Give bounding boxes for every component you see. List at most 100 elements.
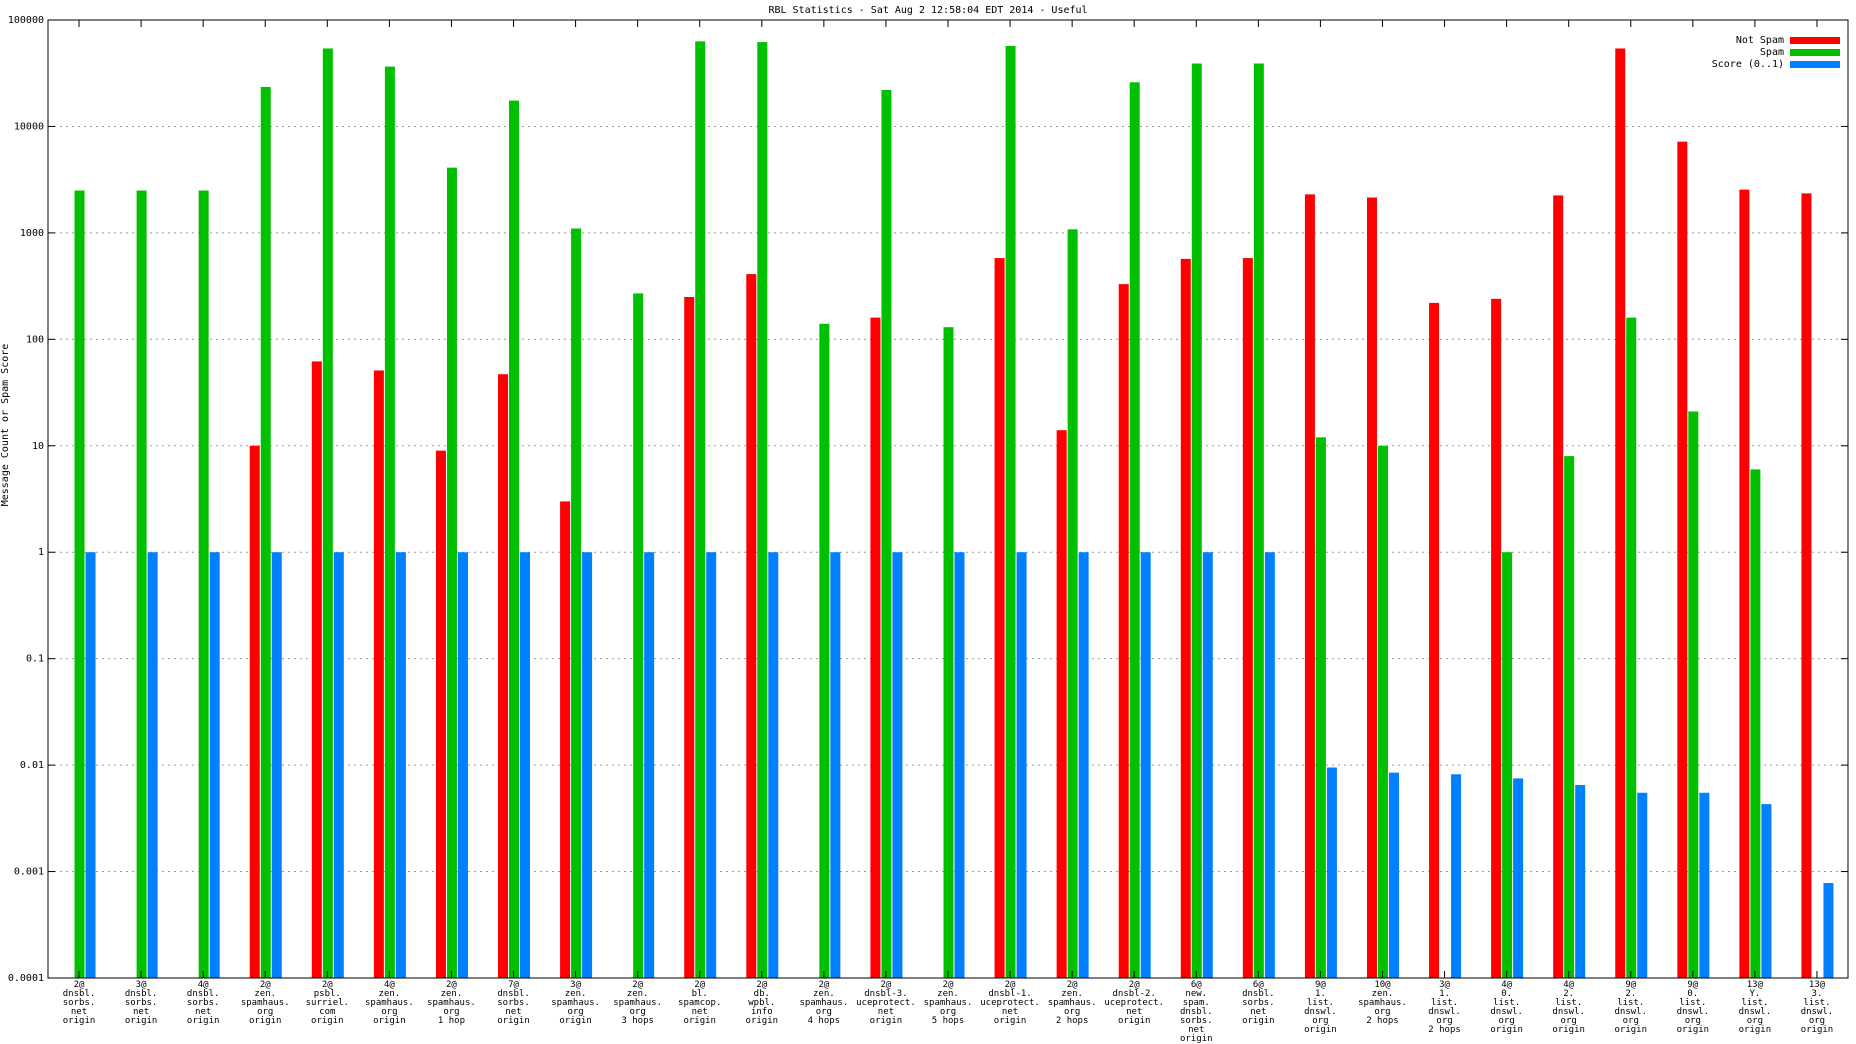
bar-not-spam bbox=[994, 258, 1005, 978]
x-category-label: 2@ dnsbl-2. uceprotect. net origin bbox=[1104, 980, 1164, 1026]
bar-spam bbox=[1253, 63, 1264, 978]
x-category-label: 2@ db. wpbl. info origin bbox=[746, 980, 779, 1026]
bar-score-0-1 bbox=[1823, 883, 1834, 978]
y-tick-label: 0.1 bbox=[26, 654, 44, 665]
bar-score-0-1 bbox=[644, 552, 655, 978]
bar-not-spam bbox=[435, 450, 446, 978]
x-category-label: 3@ 1. list. dnswl. org 2 hops bbox=[1428, 980, 1461, 1035]
bar-score-0-1 bbox=[1326, 767, 1337, 978]
x-category-label: 2@ zen. spamhaus. org 5 hops bbox=[924, 980, 973, 1026]
x-category-label: 4@ zen. spamhaus. org origin bbox=[365, 980, 414, 1026]
y-tick-label: 100000 bbox=[8, 15, 44, 26]
bar-score-0-1 bbox=[582, 552, 593, 978]
y-tick-label: 10000 bbox=[14, 121, 44, 132]
bar-not-spam bbox=[1801, 193, 1812, 979]
bar-spam bbox=[1005, 45, 1016, 978]
y-axis-label: Message Count or Spam Score bbox=[0, 344, 11, 507]
y-tick-label: 10 bbox=[32, 441, 44, 452]
x-category-label: 2@ dnsbl. sorbs. net origin bbox=[63, 980, 96, 1026]
bar-not-spam bbox=[1180, 258, 1191, 979]
bar-not-spam bbox=[1615, 48, 1626, 978]
bar-not-spam bbox=[684, 296, 695, 978]
bar-score-0-1 bbox=[830, 552, 841, 978]
y-axis-ticks: 0.0001 0.001 0.01 0.1 1 10 100 1000 10000 100000 bbox=[8, 15, 1848, 984]
bar-not-spam bbox=[746, 274, 757, 978]
bar-not-spam bbox=[1553, 195, 1564, 979]
bar-score-0-1 bbox=[1202, 552, 1213, 978]
bar-not-spam bbox=[870, 317, 881, 978]
y-tick-label: 0.0001 bbox=[8, 973, 44, 984]
bar-not-spam bbox=[1304, 194, 1315, 979]
x-category-label: 13@ 3. list. dnswl. org origin bbox=[1801, 980, 1834, 1035]
bar-spam bbox=[819, 323, 830, 978]
chart-title: RBL Statistics - Sat Aug 2 12:58:04 EDT … bbox=[768, 5, 1087, 16]
bar-not-spam bbox=[1366, 197, 1377, 978]
bar-score-0-1 bbox=[1761, 804, 1772, 978]
bar-spam bbox=[74, 190, 85, 978]
x-category-label: 3@ zen. spamhaus. org origin bbox=[551, 980, 600, 1026]
x-category-label: 4@ 2. list. dnswl. org origin bbox=[1552, 980, 1585, 1035]
bar-spam bbox=[1564, 456, 1575, 978]
x-category-label: 9@ 2. list. dnswl. org origin bbox=[1615, 980, 1648, 1035]
bar-spam bbox=[384, 66, 395, 978]
x-axis-categories: 2@ dnsbl. sorbs. net origin 3@ dnsbl. sorbs. net… bbox=[63, 20, 1833, 1044]
bar-score-0-1 bbox=[271, 552, 282, 978]
bar-spam bbox=[881, 89, 892, 978]
bar-score-0-1 bbox=[1699, 792, 1710, 978]
bar-not-spam bbox=[1242, 258, 1253, 978]
bar-spam bbox=[1315, 437, 1326, 978]
x-category-label: 9@ 0. list. dnswl. org origin bbox=[1677, 980, 1710, 1035]
x-category-label: 2@ dnsbl-1. uceprotect. net origin bbox=[980, 980, 1040, 1026]
bar-not-spam bbox=[1118, 284, 1129, 979]
bar-score-0-1 bbox=[1078, 552, 1089, 978]
bar-not-spam bbox=[1739, 189, 1750, 979]
bar-not-spam bbox=[373, 370, 384, 978]
bar-not-spam bbox=[1429, 302, 1440, 978]
y-tick-label: 100 bbox=[26, 334, 44, 345]
legend-label: Not Spam bbox=[1736, 35, 1784, 46]
bars bbox=[74, 41, 1834, 979]
bar-score-0-1 bbox=[706, 552, 717, 978]
bar-spam bbox=[1502, 552, 1513, 978]
bar-spam bbox=[1067, 229, 1078, 978]
bar-not-spam bbox=[311, 361, 322, 978]
bar-score-0-1 bbox=[520, 552, 531, 978]
bar-spam bbox=[633, 293, 644, 978]
bar-spam bbox=[260, 86, 271, 978]
bar-not-spam bbox=[560, 501, 571, 978]
bar-score-0-1 bbox=[333, 552, 344, 978]
bar-score-0-1 bbox=[892, 552, 903, 978]
legend-swatch bbox=[1790, 61, 1840, 68]
x-category-label: 4@ 0. list. dnswl. org origin bbox=[1490, 980, 1523, 1035]
bar-spam bbox=[757, 42, 768, 978]
bar-score-0-1 bbox=[209, 552, 220, 978]
legend-label: Spam bbox=[1760, 47, 1784, 58]
x-category-label: 2@ zen. spamhaus. org 1 hop bbox=[427, 980, 476, 1026]
bar-spam bbox=[1626, 317, 1637, 978]
x-category-label: 6@ dnsbl. sorbs. net origin bbox=[1242, 980, 1275, 1026]
x-category-label: 10@ zen. spamhaus. org 2 hops bbox=[1358, 980, 1407, 1026]
bar-not-spam bbox=[249, 445, 260, 978]
y-tick-label: 1000 bbox=[20, 228, 44, 239]
x-category-label: 2@ zen. spamhaus. org 3 hops bbox=[613, 980, 662, 1026]
x-category-label: 9@ 1. list. dnswl. org origin bbox=[1304, 980, 1337, 1035]
bar-spam bbox=[695, 41, 706, 979]
bar-score-0-1 bbox=[1451, 774, 1462, 978]
bar-spam bbox=[136, 190, 147, 978]
bar-spam bbox=[1688, 411, 1699, 978]
bar-score-0-1 bbox=[147, 552, 158, 978]
bar-score-0-1 bbox=[1264, 552, 1275, 978]
bar-score-0-1 bbox=[85, 552, 96, 978]
x-category-label: 2@ dnsbl-3. uceprotect. net origin bbox=[856, 980, 916, 1026]
y-tick-label: 1 bbox=[38, 547, 44, 558]
bar-score-0-1 bbox=[1016, 552, 1027, 978]
bar-score-0-1 bbox=[1388, 772, 1399, 978]
bar-score-0-1 bbox=[457, 552, 468, 978]
bar-score-0-1 bbox=[1637, 792, 1648, 978]
x-category-label: 7@ dnsbl. sorbs. net origin bbox=[497, 980, 530, 1026]
bar-spam bbox=[943, 327, 954, 978]
bar-spam bbox=[322, 48, 333, 978]
x-category-label: 3@ dnsbl. sorbs. net origin bbox=[125, 980, 158, 1026]
bar-spam bbox=[1377, 445, 1388, 978]
bar-spam bbox=[198, 190, 209, 978]
